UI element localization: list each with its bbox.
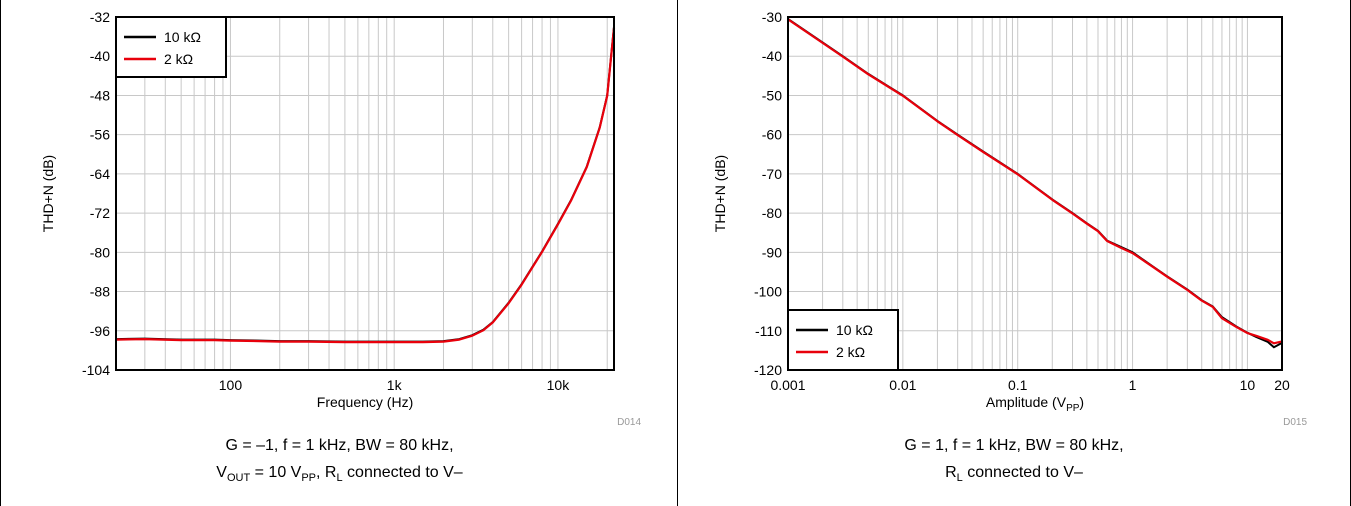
legend: 10 kΩ 2 kΩ	[787, 309, 899, 371]
y-tick-label: -104	[82, 362, 110, 378]
y-tick-label: -40	[90, 48, 110, 64]
legend: 10 kΩ 2 kΩ	[115, 16, 227, 78]
x-tick-label: 10k	[547, 377, 571, 393]
thd-vs-frequency-chart: -32 -40 -48 -56 -64 -72 -80 -88 -96 -104 100 1k 10k T…	[40, 9, 641, 428]
x-tick-label: 10	[1240, 377, 1256, 393]
y-tick-label: -60	[762, 127, 782, 143]
y-tick-label: -56	[90, 127, 110, 143]
legend-label: 10 kΩ	[836, 322, 873, 338]
series-line-2k	[787, 18, 1283, 345]
chart-panel-left: -32 -40 -48 -56 -64 -72 -80 -88 -96 -104 100 1k 10k T…	[0, 0, 641, 506]
y-tick-label: -40	[762, 48, 782, 64]
x-axis-title-main: Amplitude (V	[986, 394, 1067, 410]
chart-panel-right: -30 -40 -50 -60 -70 -80 -90 -100 -110 -120 0.001 0.…	[677, 0, 1351, 506]
figure-id: D015	[1283, 417, 1307, 428]
y-tick-label: -88	[90, 284, 110, 300]
y-tick-label: -64	[90, 166, 110, 182]
y-tick-label: -70	[762, 166, 782, 182]
x-tick-label: 20	[1274, 377, 1290, 393]
y-tick-label: -110	[755, 323, 782, 339]
y-tick-label: -30	[762, 9, 782, 25]
legend-box	[787, 309, 899, 371]
y-tick-label: -90	[762, 244, 782, 260]
x-tick-label: 100	[219, 377, 243, 393]
y-tick-label: -72	[90, 205, 110, 221]
y-tick-label: -100	[754, 284, 782, 300]
y-tick-label: -48	[90, 87, 110, 103]
y-tick-label: -96	[90, 323, 110, 339]
series-line-10k	[787, 18, 1283, 349]
y-tick-label: -80	[90, 244, 110, 260]
y-axis-title: THD+N (dB)	[40, 155, 56, 232]
x-axis-title-end: )	[1079, 394, 1084, 410]
x-tick-label: 0.001	[770, 377, 805, 393]
plot-frame	[115, 16, 615, 371]
series-line-2k	[115, 27, 616, 344]
x-tick-label: 1	[1129, 377, 1137, 393]
legend-label: 10 kΩ	[164, 29, 201, 45]
x-tick-label: 1k	[387, 377, 403, 393]
y-tick-label: -120	[754, 362, 782, 378]
y-tick-label: -80	[762, 205, 782, 221]
y-tick-label: -32	[90, 9, 110, 25]
y-tick-label: -50	[762, 87, 782, 103]
legend-label: 2 kΩ	[164, 51, 193, 67]
x-axis-title-sub: PP	[1066, 403, 1080, 414]
legend-box	[115, 16, 227, 78]
caption-left-line1: G = –1, f = 1 kHz, BW = 80 kHz,	[225, 437, 454, 454]
y-axis-title: THD+N (dB)	[712, 155, 728, 232]
x-tick-label: 0.1	[1008, 377, 1028, 393]
x-tick-label: 0.01	[889, 377, 916, 393]
x-axis-title: Frequency (Hz)	[317, 394, 413, 410]
caption-right-line1: G = 1, f = 1 kHz, BW = 80 kHz,	[904, 437, 1124, 454]
x-axis-title: Amplitude (VPP)	[986, 394, 1084, 414]
plot-frame	[787, 16, 1283, 371]
figure-id: D014	[617, 417, 641, 428]
caption-right-line2: RL connected to V–	[945, 464, 1083, 485]
caption-left-line2: VOUT = 10 VPP, RL connected to V–	[216, 464, 463, 485]
legend-label: 2 kΩ	[836, 344, 865, 360]
